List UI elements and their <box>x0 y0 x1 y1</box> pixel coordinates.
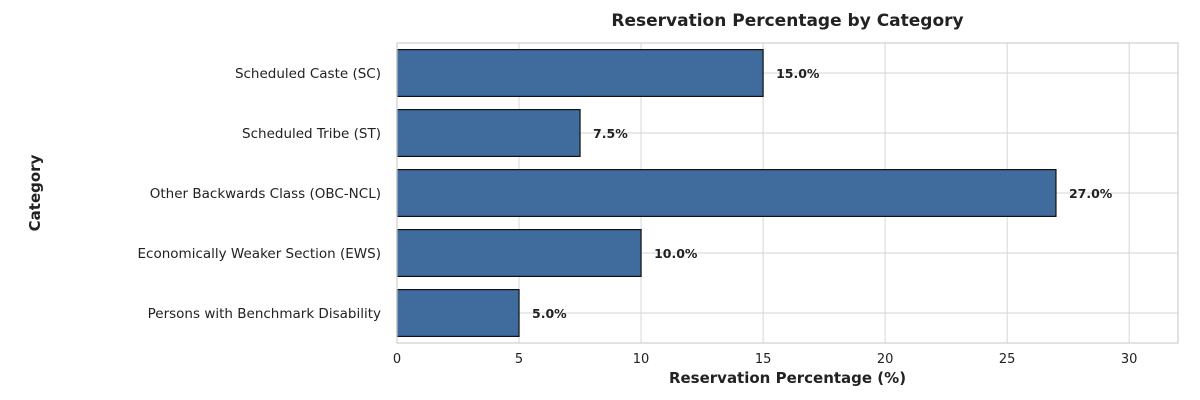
data-label: 10.0% <box>654 246 698 261</box>
x-tick-label: 30 <box>1121 352 1138 367</box>
category-label: Persons with Benchmark Disability <box>148 306 381 322</box>
chart-title: Reservation Percentage by Category <box>611 11 963 31</box>
bar <box>396 108 581 157</box>
bar <box>396 289 520 338</box>
category-label: Economically Weaker Section (EWS) <box>138 246 381 262</box>
x-tick-labels: 0 5 10 15 20 25 30 <box>393 352 1138 367</box>
x-axis-label: Reservation Percentage (%) <box>669 369 906 387</box>
x-tick-label: 10 <box>633 352 650 367</box>
bar <box>396 229 642 278</box>
x-tick-label: 0 <box>393 352 401 367</box>
category-label: Scheduled Caste (SC) <box>235 66 381 82</box>
data-label: 5.0% <box>532 306 567 321</box>
category-labels: Scheduled Caste (SC) Scheduled Tribe (ST)… <box>138 66 381 322</box>
bars <box>396 48 1057 338</box>
plot-frame <box>396 42 1179 344</box>
bar <box>396 48 764 97</box>
x-tick-label: 25 <box>999 352 1016 367</box>
data-label: 15.0% <box>776 66 820 81</box>
category-label: Other Backwards Class (OBC-NCL) <box>150 186 381 202</box>
x-tick-label: 5 <box>515 352 523 367</box>
category-label: Scheduled Tribe (ST) <box>242 126 381 142</box>
x-tick-label: 15 <box>755 352 772 367</box>
x-tick-label: 20 <box>877 352 894 367</box>
data-labels: 15.0% 7.5% 27.0% 10.0% 5.0% <box>532 66 1113 321</box>
data-label: 7.5% <box>593 126 628 141</box>
data-label: 27.0% <box>1069 186 1113 201</box>
y-axis-label: Category <box>26 154 44 231</box>
bar <box>396 169 1057 218</box>
